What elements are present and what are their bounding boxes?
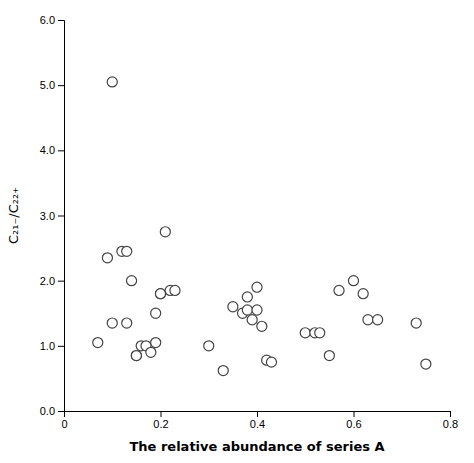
- x-tick-mark: [354, 411, 355, 417]
- y-tick: 1.0: [40, 340, 64, 352]
- x-axis-line: [65, 412, 451, 418]
- y-tick-mark: [58, 150, 64, 151]
- point: [218, 366, 228, 376]
- point: [151, 338, 161, 348]
- y-tick: 6.0: [40, 14, 64, 26]
- y-tick-label: 3.0: [40, 210, 55, 222]
- point: [204, 341, 214, 351]
- y-tick-mark: [58, 20, 64, 21]
- point: [107, 318, 117, 328]
- point: [242, 305, 252, 315]
- y-tick-mark: [58, 346, 64, 347]
- y-tick-label: 5.0: [40, 79, 55, 91]
- point: [122, 318, 132, 328]
- y-tick-label: 0.0: [40, 405, 55, 417]
- x-tick-label: 0.2: [153, 418, 168, 430]
- y-tick-mark: [58, 85, 64, 86]
- point: [242, 292, 252, 302]
- point: [252, 282, 262, 292]
- point: [421, 359, 431, 369]
- y-tick: 2.0: [40, 275, 64, 287]
- point: [151, 308, 161, 318]
- x-tick-mark: [257, 411, 258, 417]
- plot: 0 0.2 0.4 0.6 0.8 0.0 1.0 2.0 3.0 4.0 5.0 6.0: [40, 14, 458, 430]
- y-tick: 5.0: [40, 79, 64, 91]
- point: [107, 77, 117, 87]
- x-tick-mark: [450, 411, 451, 417]
- point: [257, 321, 267, 331]
- points: [93, 77, 431, 376]
- x-tick-mark: [161, 411, 162, 417]
- point: [324, 351, 334, 361]
- point: [155, 289, 165, 299]
- y-tick-label: 6.0: [40, 14, 55, 26]
- point: [252, 305, 262, 315]
- x-axis: 0 0.2 0.4 0.6 0.8: [61, 411, 458, 430]
- point: [160, 227, 170, 237]
- point: [102, 253, 112, 263]
- chart: 0 0.2 0.4 0.6 0.8 0.0 1.0 2.0 3.0 4.0 5.0 6.0 The re…: [0, 0, 474, 463]
- point: [315, 328, 325, 338]
- y-axis: 0.0 1.0 2.0 3.0 4.0 5.0 6.0: [40, 14, 65, 417]
- point: [334, 285, 344, 295]
- point: [122, 246, 132, 256]
- x-tick-label: 0.6: [346, 418, 361, 430]
- point: [131, 351, 141, 361]
- y-tick-mark: [58, 411, 64, 412]
- point: [247, 315, 257, 325]
- point: [131, 351, 141, 361]
- point: [411, 318, 421, 328]
- x-tick-label: 0.8: [443, 418, 458, 430]
- point: [373, 315, 383, 325]
- point: [358, 289, 368, 299]
- x-tick: 0: [61, 411, 67, 430]
- point: [146, 347, 156, 357]
- y-tick-label: 2.0: [40, 275, 55, 287]
- x-tick: 0.2: [153, 411, 168, 430]
- x-tick: 0.8: [443, 411, 458, 430]
- y-tick-mark: [58, 216, 64, 217]
- point: [348, 276, 358, 286]
- x-axis-title: The relative abundance of series A: [129, 439, 384, 454]
- point: [93, 338, 103, 348]
- y-axis-title: C₂₁₋/C₂₂₊: [6, 187, 21, 244]
- point: [266, 357, 276, 367]
- x-tick-label: 0: [61, 418, 67, 430]
- point: [300, 328, 310, 338]
- point: [363, 315, 373, 325]
- y-tick: 4.0: [40, 144, 64, 156]
- point: [170, 285, 180, 295]
- x-tick: 0.4: [250, 411, 265, 430]
- y-tick-mark: [58, 281, 64, 282]
- x-tick: 0.6: [346, 411, 361, 430]
- y-axis-line: [58, 21, 65, 412]
- point: [127, 276, 137, 286]
- y-tick: 3.0: [40, 210, 64, 222]
- point: [228, 302, 238, 312]
- y-tick-label: 4.0: [40, 144, 55, 156]
- y-tick-label: 1.0: [40, 340, 55, 352]
- x-tick-label: 0.4: [250, 418, 265, 430]
- point: [155, 289, 165, 299]
- y-tick: 0.0: [40, 405, 64, 417]
